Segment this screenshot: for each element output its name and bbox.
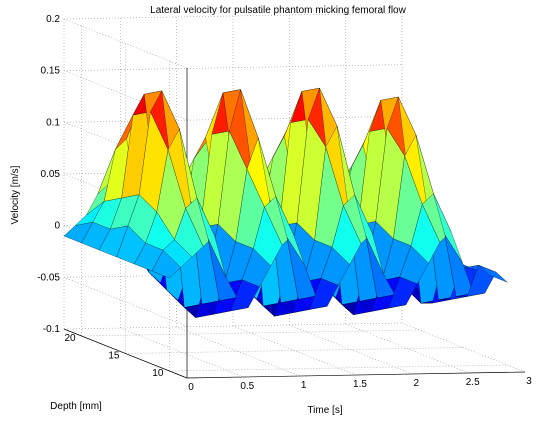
x-tick-label: 3 (526, 376, 532, 387)
y-tick-label: 10 (152, 368, 164, 379)
z-tick-label: 0 (54, 221, 60, 232)
velocity-surface (63, 87, 508, 318)
x-tick-label: 1 (301, 380, 307, 391)
x-tick-label: 2.5 (466, 377, 480, 388)
z-axis-label: Velocity [m/s] (10, 165, 21, 224)
z-tick-label: 0.15 (41, 66, 61, 77)
z-tick-label: 0.05 (41, 169, 61, 180)
x-tick-label: 2 (414, 378, 420, 389)
x-tick-label: 0 (188, 382, 194, 393)
grid-line-x-floor (232, 325, 357, 376)
x-tick-label: 0.5 (240, 381, 254, 392)
x-tick-label: 1.5 (353, 379, 367, 390)
grid-line-x-floor (176, 326, 300, 377)
y-tick-label: 20 (64, 333, 76, 344)
z-tick-label: -0.05 (37, 272, 60, 283)
x-axis-label: Time [s] (307, 405, 342, 416)
grid-line-x-floor (345, 323, 469, 374)
surface-patch (478, 265, 508, 283)
grid-line-x-floor (120, 327, 244, 378)
grid-line-x-floor (401, 322, 526, 373)
chart-title: Lateral velocity for pulsatile phantom m… (150, 5, 406, 16)
y-axis-line (63, 328, 188, 379)
y-axis-label: Depth [mm] (50, 401, 102, 412)
z-tick-label: -0.1 (43, 324, 61, 335)
tick-labels: -0.1 -0.05 0 0.05 0.1 0.15 0.2 0 0.5 1 1.5 2 2.5 3 20 1… (37, 14, 532, 393)
grid-line-y-floor (81, 329, 420, 337)
y-tick-label: 15 (108, 351, 120, 362)
z-tick-label: 0.1 (46, 117, 60, 128)
x-axis-line (186, 371, 526, 379)
z-tick-label: 0.2 (46, 14, 60, 25)
